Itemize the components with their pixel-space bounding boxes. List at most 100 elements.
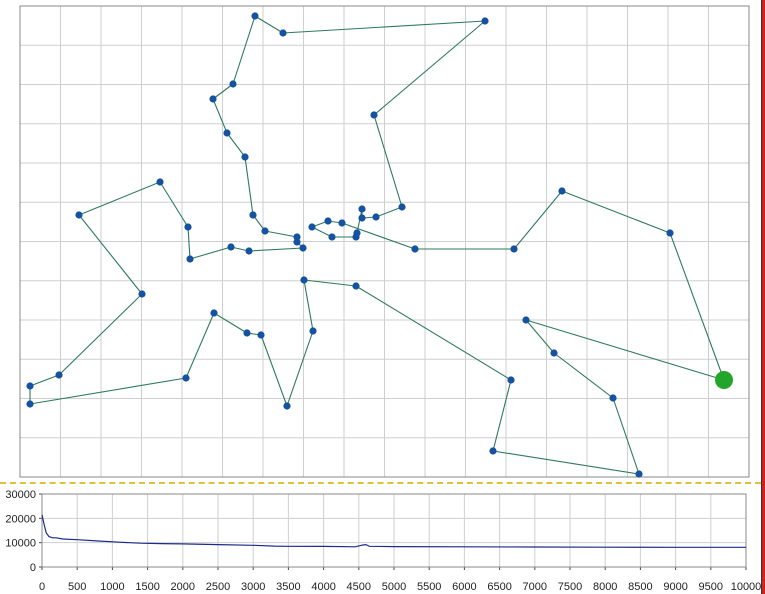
y-tick-label: 30000	[5, 489, 36, 501]
city-node	[358, 214, 366, 222]
tour-edge	[254, 15, 284, 34]
city-node	[352, 282, 360, 290]
city-node	[309, 327, 317, 335]
x-tick-label: 6000	[452, 581, 476, 593]
tour-edge	[341, 222, 416, 250]
tour-edge	[212, 98, 228, 134]
x-tick-label: 2000	[171, 581, 195, 593]
fitness-series-line	[41, 514, 746, 548]
x-tick-label: 4000	[311, 581, 335, 593]
city-node	[75, 211, 83, 219]
panel-splitter[interactable]	[0, 482, 761, 486]
tour-edge	[58, 293, 143, 376]
city-node	[489, 447, 497, 455]
tour-edge	[29, 374, 60, 387]
city-node	[249, 211, 257, 219]
tour-edge	[260, 334, 288, 407]
city-node	[245, 247, 253, 255]
tour-edge	[355, 285, 512, 381]
city-node	[352, 233, 360, 241]
tour-edge	[189, 246, 232, 260]
city-node	[558, 187, 566, 195]
tour-edge	[311, 226, 333, 238]
tour-edge	[303, 279, 357, 287]
tour-edge	[373, 20, 486, 116]
x-tick-label: 1000	[100, 581, 124, 593]
city-node	[370, 111, 378, 119]
tour-edge	[226, 132, 246, 158]
city-node	[209, 95, 217, 103]
fitness-plot-frame	[41, 493, 747, 568]
tour-edge	[303, 279, 314, 332]
x-tick-label: 8500	[628, 581, 652, 593]
city-node	[227, 243, 235, 251]
city-node	[635, 470, 643, 478]
city-node	[210, 309, 218, 317]
tour-edge	[492, 379, 512, 452]
y-tick-label: 10000	[5, 538, 36, 550]
x-tick-label: 8000	[593, 581, 617, 593]
tour-edge	[373, 114, 403, 208]
x-tick-label: 7500	[558, 581, 582, 593]
fitness-background	[0, 486, 761, 594]
city-node	[55, 371, 63, 379]
city-node	[156, 178, 164, 186]
tour-edge	[232, 15, 256, 85]
city-node	[358, 205, 366, 213]
x-tick-label: 3000	[241, 581, 265, 593]
x-tick-label: 500	[68, 581, 86, 593]
tour-edge	[525, 319, 725, 381]
city-node	[300, 276, 308, 284]
city-node	[510, 245, 518, 253]
city-node	[293, 233, 301, 241]
tour-edge	[244, 156, 254, 216]
city-node	[293, 238, 301, 246]
city-node	[507, 376, 515, 384]
city-node	[186, 255, 194, 263]
city-node	[251, 12, 259, 20]
city-node	[138, 290, 146, 298]
current-city-marker	[715, 371, 733, 389]
y-tick-label: 20000	[5, 513, 36, 525]
city-node	[299, 244, 307, 252]
x-tick-label: 1500	[135, 581, 159, 593]
city-node	[261, 227, 269, 235]
city-node	[283, 402, 291, 410]
city-node	[372, 213, 380, 221]
tour-edge	[282, 20, 486, 34]
x-tick-label: 10000	[731, 581, 762, 593]
x-tick-label: 5000	[382, 581, 406, 593]
tour-edge	[612, 397, 640, 475]
tour-edge	[561, 190, 671, 234]
tour-edge	[669, 232, 725, 381]
tour-edge	[29, 377, 187, 405]
tour-edge	[248, 247, 304, 252]
tour-edge	[213, 312, 248, 334]
city-node	[481, 17, 489, 25]
city-node	[398, 203, 406, 211]
tour-edge	[264, 230, 298, 238]
city-node	[241, 153, 249, 161]
fitness-history-chart: 0 500 1000 1500 2000 2500 3000 3500 4000 4500 5000…	[0, 486, 762, 594]
x-tick-label: 4500	[347, 581, 371, 593]
y-tick-label: 0	[30, 562, 36, 574]
x-tick-label: 0	[39, 581, 45, 593]
x-tick-label: 6500	[487, 581, 511, 593]
tour-edge	[513, 190, 563, 250]
city-node	[308, 223, 316, 231]
x-tick-label: 2500	[206, 581, 230, 593]
city-node	[182, 374, 190, 382]
city-node	[338, 219, 346, 227]
city-node	[324, 217, 332, 225]
city-node	[243, 329, 251, 337]
city-node	[550, 349, 558, 357]
tour-edge	[212, 83, 234, 100]
route-plot-frame	[19, 5, 750, 478]
city-node	[279, 29, 287, 37]
tour-edge	[78, 181, 161, 216]
tour-edge	[78, 214, 143, 295]
x-tick-label: 3500	[276, 581, 300, 593]
window-border	[761, 0, 762, 594]
window-edge-highlight	[762, 0, 765, 594]
